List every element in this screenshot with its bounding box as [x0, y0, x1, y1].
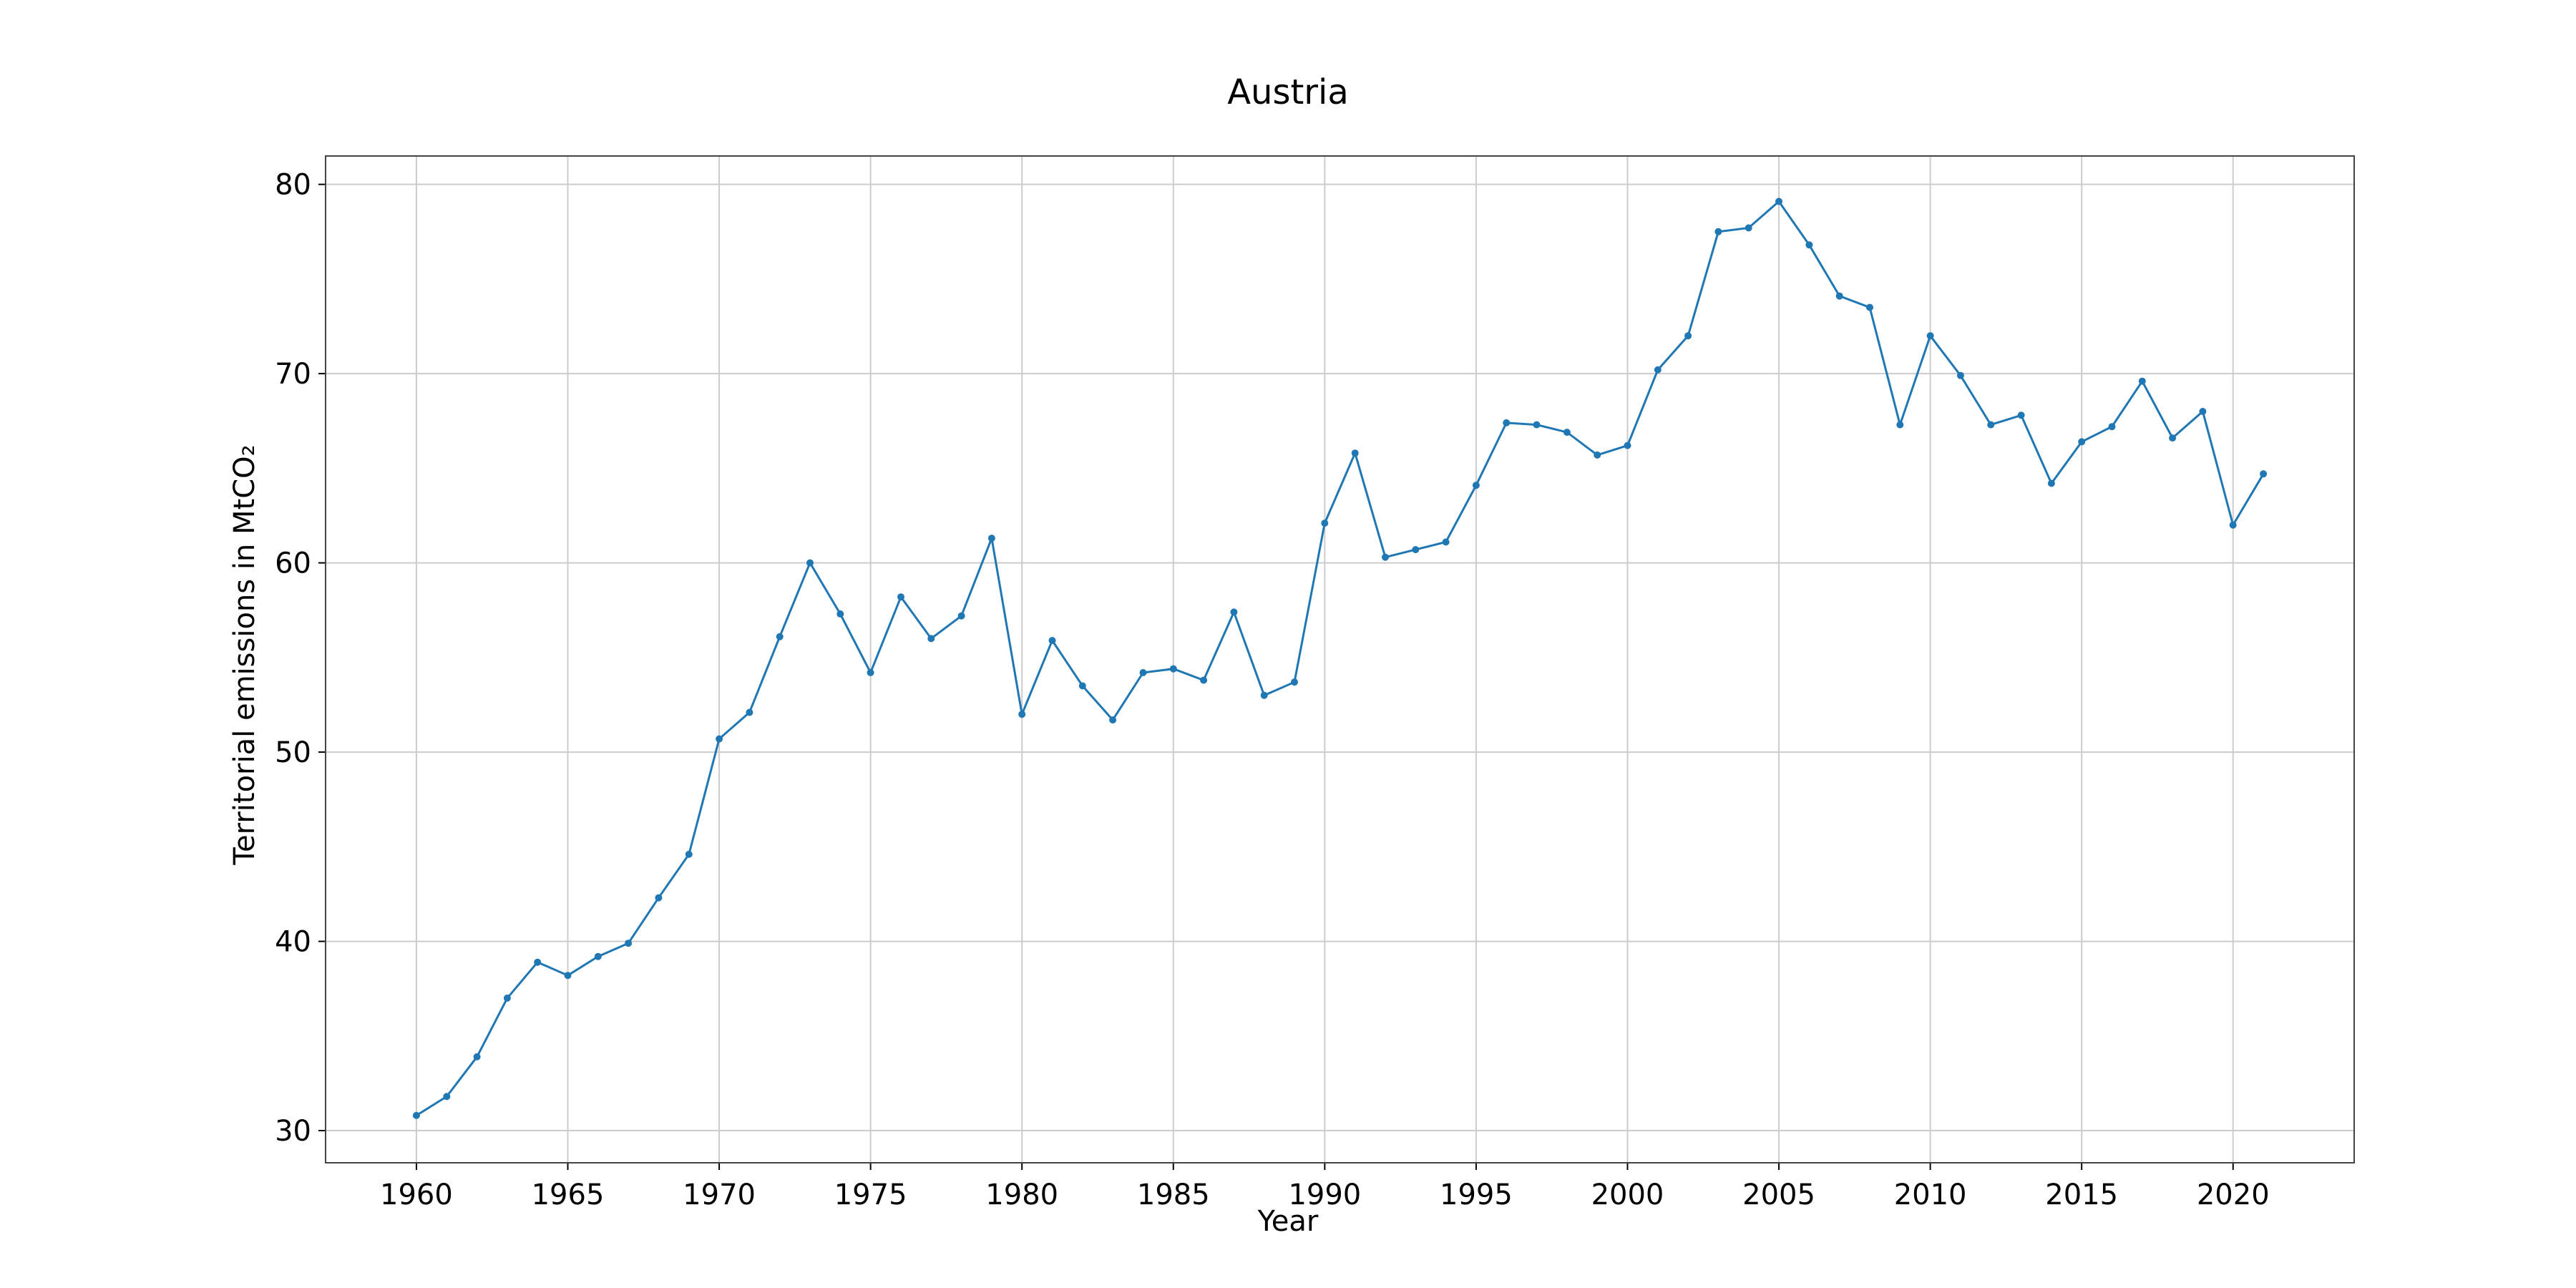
data-point: [1230, 608, 1238, 616]
data-point: [2260, 470, 2268, 478]
x-tick-label: 2020: [2197, 1179, 2270, 1211]
y-tick-label: 50: [275, 736, 311, 769]
data-point: [1260, 691, 1268, 699]
x-tick-label: 2005: [1742, 1179, 1815, 1211]
data-point: [412, 1111, 420, 1119]
data-point: [1503, 419, 1511, 426]
x-tick-label: 1980: [985, 1179, 1058, 1211]
x-tick-label: 2015: [2045, 1179, 2118, 1211]
data-point: [1896, 421, 1904, 429]
x-tick-label: 1995: [1440, 1179, 1513, 1211]
data-point: [2169, 434, 2177, 442]
data-point: [1835, 292, 1843, 300]
data-point: [1714, 228, 1722, 235]
x-tick-label: 1985: [1137, 1179, 1210, 1211]
data-point: [836, 610, 844, 618]
data-point: [685, 850, 693, 858]
data-point: [2199, 408, 2207, 415]
y-tick-label: 70: [275, 358, 311, 391]
data-point: [1805, 241, 1813, 249]
data-point: [1078, 682, 1086, 690]
data-point: [1684, 332, 1692, 340]
x-axis-label: Year: [1257, 1205, 1319, 1238]
data-point: [1745, 224, 1752, 232]
y-tick-label: 30: [275, 1115, 311, 1148]
data-point: [1169, 665, 1177, 673]
data-point: [957, 612, 965, 620]
x-tick-label: 1965: [532, 1179, 605, 1211]
data-point: [2108, 423, 2116, 431]
y-axis-label: Territorial emissions in MtCO₂: [228, 444, 261, 865]
data-point: [867, 669, 874, 676]
data-point: [1866, 303, 1873, 311]
data-point: [1594, 451, 1601, 459]
data-point: [1291, 678, 1298, 686]
data-point: [2047, 479, 2055, 487]
data-point: [473, 1053, 481, 1060]
data-point: [1412, 546, 1420, 554]
data-point: [1018, 711, 1026, 718]
data-point: [1624, 441, 1631, 449]
x-tick-label: 1975: [834, 1179, 907, 1211]
data-point: [503, 994, 511, 1002]
data-point: [1956, 371, 1964, 379]
data-point: [1321, 519, 1329, 527]
data-point: [534, 958, 542, 966]
plot-frame: [325, 155, 2355, 1163]
data-point: [1139, 669, 1147, 676]
data-point: [2138, 377, 2146, 385]
x-tick-label: 1970: [683, 1179, 756, 1211]
data-point: [1563, 429, 1571, 436]
series-line: [416, 200, 2265, 1117]
x-tick-label: 2000: [1591, 1179, 1664, 1211]
series: [412, 197, 2268, 1119]
data-point: [897, 593, 904, 601]
data-point: [564, 972, 572, 980]
axis-ticks: 1960 1965 1970 1975 1980 1985 1990 1995 2000 2005…: [275, 169, 2270, 1211]
data-point: [1533, 421, 1541, 429]
data-point: [1048, 637, 1056, 645]
data-point: [806, 559, 814, 567]
x-tick-label: 2010: [1894, 1179, 1967, 1211]
y-tick-label: 60: [275, 547, 311, 580]
data-point: [1926, 332, 1934, 340]
data-point: [594, 952, 602, 960]
data-point: [443, 1093, 451, 1101]
data-point: [1382, 553, 1389, 561]
data-point: [776, 633, 784, 640]
x-tick-label: 1990: [1288, 1179, 1361, 1211]
data-point: [1987, 421, 1995, 429]
data-point: [746, 708, 753, 716]
x-tick-label: 1960: [380, 1179, 453, 1211]
data-point: [2229, 521, 2237, 529]
data-point: [1200, 676, 1208, 684]
data-point: [716, 735, 723, 743]
data-point: [625, 940, 633, 947]
data-point: [927, 635, 935, 643]
chart-title: Austria: [1227, 72, 1349, 112]
data-point: [1109, 716, 1117, 724]
data-point: [2078, 438, 2086, 446]
data-point: [2017, 411, 2025, 419]
data-point: [1775, 197, 1782, 205]
y-tick-label: 80: [275, 169, 311, 202]
data-point: [1442, 538, 1450, 546]
data-point: [1472, 482, 1480, 489]
grid: [326, 156, 2354, 1163]
data-point: [1654, 366, 1662, 374]
data-point: [1351, 449, 1359, 457]
y-tick-label: 40: [275, 926, 311, 959]
data-point: [655, 894, 663, 902]
data-point: [987, 535, 995, 542]
